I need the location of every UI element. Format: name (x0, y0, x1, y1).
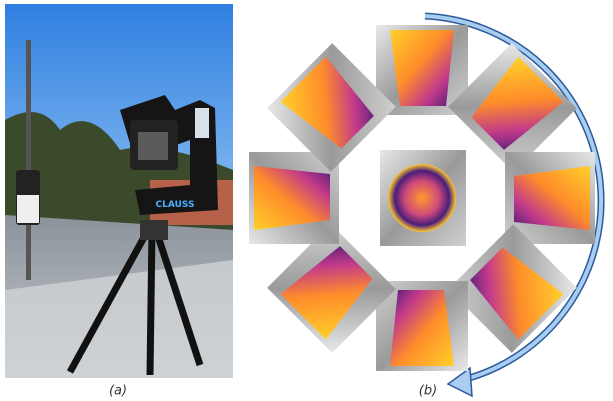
center-tile (380, 150, 466, 246)
mast (26, 40, 31, 280)
sensor-shield (17, 195, 39, 223)
arrow-head (448, 368, 472, 396)
thermal-patch (514, 166, 590, 230)
sticker (195, 108, 209, 138)
thermal-blob (388, 164, 456, 232)
thermal-patch (390, 290, 454, 366)
page: CLAUSS (a) (b) (() => { const data = JSO… (0, 0, 613, 401)
caption-a: (a) (109, 384, 127, 399)
photo: CLAUSS (5, 4, 233, 378)
thermal-patch (254, 166, 330, 230)
figure: CLAUSS (a) (b) (0, 0, 613, 401)
tripod-head (140, 220, 168, 240)
camera-screen (138, 132, 168, 160)
thermal-patch (390, 30, 454, 106)
brand-label: CLAUSS (156, 200, 195, 210)
tripod-leg (150, 230, 152, 375)
caption-b: (b) (419, 384, 437, 399)
